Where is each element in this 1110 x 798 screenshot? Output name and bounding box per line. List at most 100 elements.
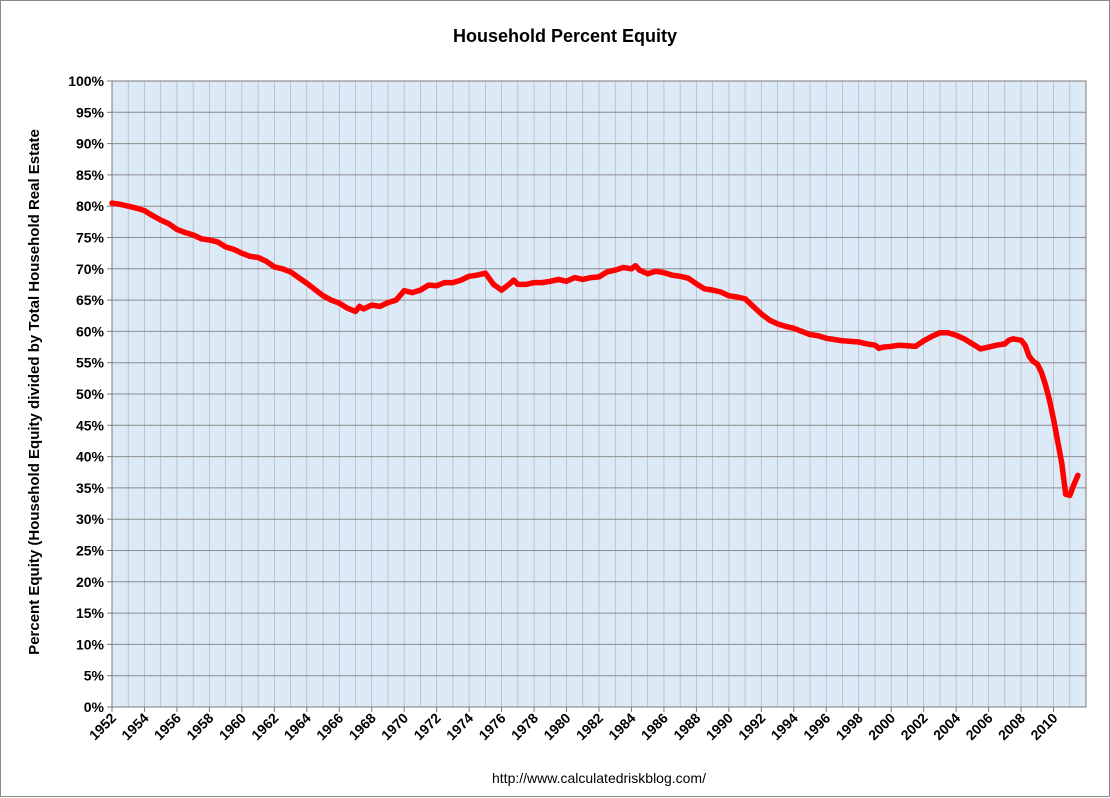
data-point: [174, 226, 180, 232]
y-tick-label: 5%: [84, 668, 105, 684]
x-tick-label: 1994: [768, 710, 801, 743]
data-point: [580, 276, 586, 282]
x-tick-label: 1968: [346, 710, 379, 743]
data-point: [369, 302, 375, 308]
x-tick-label: 1980: [540, 710, 573, 743]
y-tick-label: 95%: [76, 104, 105, 120]
x-tick-label: 2004: [930, 710, 963, 743]
y-tick-label: 30%: [76, 511, 105, 527]
y-tick-label: 10%: [76, 636, 105, 652]
x-tick-label: 1986: [638, 710, 671, 743]
data-point: [815, 333, 821, 339]
data-point: [458, 277, 464, 283]
y-tick-label: 20%: [76, 574, 105, 590]
data-point: [856, 339, 862, 345]
data-point: [839, 338, 846, 344]
data-point: [547, 278, 553, 284]
data-point: [1055, 438, 1061, 444]
data-point: [555, 276, 562, 282]
data-point: [344, 305, 350, 311]
data-point: [1071, 482, 1077, 488]
x-tick-label: 1956: [151, 710, 184, 743]
data-point: [921, 338, 927, 344]
data-point: [953, 332, 959, 338]
x-tick-label: 2010: [1027, 710, 1060, 743]
data-point: [133, 205, 139, 211]
series-layer: [109, 200, 1081, 499]
x-tick-label: 1984: [605, 710, 638, 743]
data-point: [726, 293, 732, 299]
data-point: [945, 330, 951, 336]
data-point: [596, 274, 602, 280]
data-point: [1063, 491, 1069, 497]
data-point: [231, 246, 237, 252]
data-point: [296, 275, 302, 281]
y-tick-label: 40%: [76, 449, 105, 465]
data-point: [645, 271, 651, 277]
x-tick-label: 1978: [508, 710, 541, 743]
y-tick-label: 100%: [68, 73, 104, 89]
data-point: [1046, 397, 1053, 403]
data-point: [572, 275, 578, 281]
data-point: [499, 287, 505, 293]
x-tick-label: 2000: [865, 710, 898, 743]
data-point: [328, 297, 334, 303]
data-point: [1067, 492, 1073, 498]
data-point: [929, 333, 935, 339]
data-point: [734, 294, 740, 300]
data-point: [409, 290, 415, 296]
y-tick-label: 75%: [76, 230, 105, 246]
data-point: [628, 266, 635, 272]
x-axis-ticks: 1952 1954 1956 1958 1960 1962 1964 1966 1968 1970…: [86, 707, 1061, 743]
x-tick-label: 1982: [573, 710, 606, 743]
data-point: [1075, 472, 1081, 478]
data-point: [766, 317, 773, 323]
data-point: [320, 293, 326, 299]
data-point: [961, 336, 967, 342]
data-point: [198, 236, 204, 242]
data-point: [632, 263, 639, 269]
data-point: [994, 342, 1000, 348]
data-point: [150, 213, 156, 219]
data-point: [661, 270, 667, 276]
data-point: [880, 344, 886, 350]
data-point: [190, 232, 196, 238]
data-point: [1030, 358, 1036, 364]
data-point: [864, 341, 870, 347]
data-point: [831, 336, 838, 343]
data-point: [1042, 382, 1048, 388]
source-url: http://www.calculatedriskblog.com/: [492, 770, 706, 786]
data-point: [701, 286, 708, 292]
x-tick-label: 1996: [800, 710, 833, 743]
data-point: [279, 266, 285, 272]
data-point: [271, 264, 277, 270]
data-point: [1022, 342, 1028, 348]
data-point: [109, 200, 115, 206]
data-point: [750, 303, 756, 309]
x-tick-label: 1954: [118, 710, 151, 743]
data-point: [401, 288, 407, 294]
y-axis-label: Percent Equity (Household Equity divided…: [26, 129, 43, 655]
y-tick-label: 50%: [76, 386, 105, 402]
data-point: [417, 287, 423, 293]
data-point: [1034, 361, 1040, 367]
data-point: [848, 338, 854, 344]
x-tick-label: 1972: [410, 710, 443, 743]
data-point: [304, 280, 310, 286]
data-point: [912, 343, 919, 349]
data-point: [482, 270, 488, 276]
data-point: [288, 269, 294, 275]
data-point: [466, 273, 472, 279]
data-point: [1010, 336, 1016, 342]
data-point: [357, 303, 363, 309]
data-point: [361, 306, 367, 312]
data-point: [742, 296, 748, 302]
data-point: [239, 250, 245, 256]
y-tick-label: 25%: [76, 543, 105, 559]
data-point: [888, 343, 894, 349]
data-point: [223, 244, 229, 250]
x-tick-label: 1962: [248, 710, 281, 743]
data-point: [1038, 369, 1044, 375]
x-tick-label: 1958: [183, 710, 216, 743]
